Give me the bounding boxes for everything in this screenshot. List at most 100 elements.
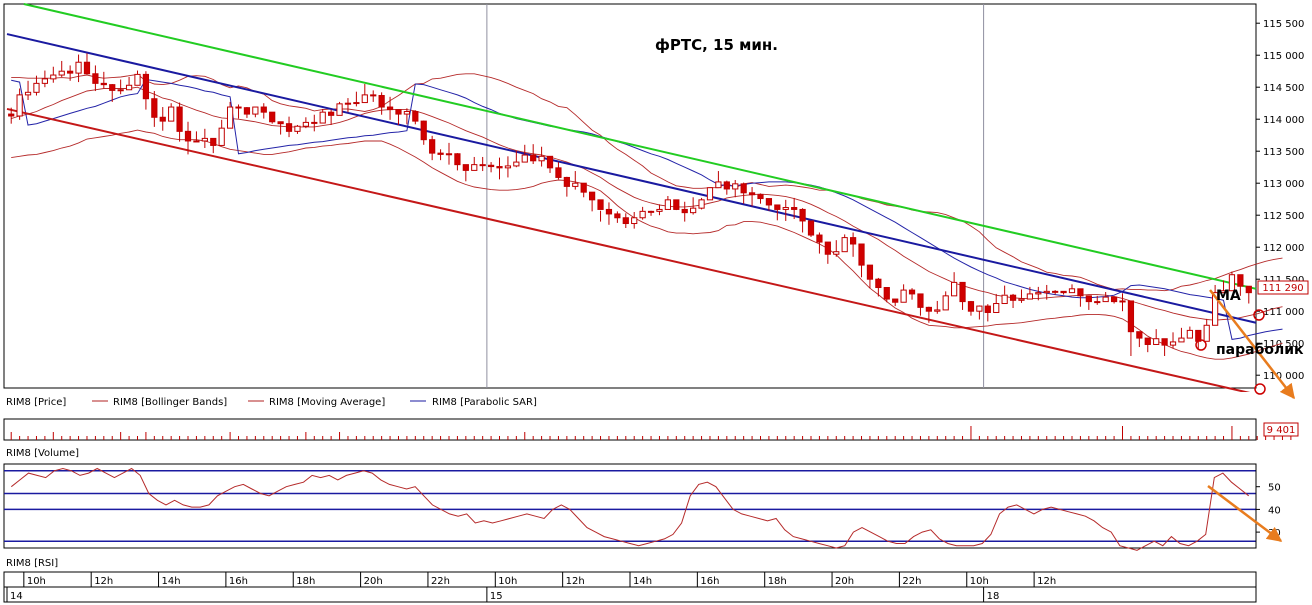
candle-body [1186,329,1193,339]
candle [1178,327,1185,343]
candle-body [1220,290,1227,294]
candle [563,176,570,197]
candle [622,213,629,228]
price-axis: 115 500 115 000 114 500 114 000 113 500 113 0… [1255,4,1304,388]
price-tick-label: 115 500 [1263,19,1304,30]
candle [1245,285,1252,304]
candle-body [555,167,562,178]
candle [471,156,478,171]
candle [791,197,798,220]
candle-body [833,251,840,255]
candle [1068,284,1076,294]
day-label: 15 [490,591,503,602]
candle [395,109,402,125]
rsi-tick-label: 40 [1268,505,1281,516]
candle [1144,337,1151,353]
candle [1203,318,1210,342]
candle-body [589,191,596,201]
candle-body [353,102,360,105]
candle [892,298,899,307]
candle [328,109,335,125]
candle [260,103,267,119]
candle [50,66,57,83]
candle-body [698,199,705,209]
candle-body [75,61,82,74]
candle-body [176,106,183,132]
candle-body [83,61,91,75]
candle [319,108,326,124]
candle-body [1018,298,1025,301]
candle-body [328,111,335,116]
candle-body [496,166,503,169]
candle-body [1169,341,1177,346]
candle [639,206,646,220]
candle [1169,332,1177,349]
candle-body [226,106,234,129]
candle [555,162,562,180]
trend-line-green [23,3,1257,290]
moving-average-line [11,86,1283,321]
candle-body [294,125,301,132]
candle [336,101,343,116]
candle [1077,288,1084,307]
candle [403,108,411,125]
candle [134,70,141,86]
candle-body [403,111,411,115]
candle-body [631,217,638,225]
rsi-tick-label: 50 [1268,483,1281,494]
candle [824,241,831,264]
hour-label: 22h [902,576,921,587]
candle-body [1161,338,1168,346]
candle [1052,290,1059,295]
price-tick-label: 114 500 [1263,83,1304,94]
candle [1102,292,1109,303]
bollinger-lower-band [11,129,1283,360]
candle [597,199,604,222]
hour-label: 14h [633,576,652,587]
candle [900,284,907,303]
candle-body [1085,295,1092,303]
candle-body [740,183,747,194]
candle-body [993,303,1000,313]
candle [41,70,48,88]
candle-body [471,164,478,171]
candle [1153,329,1160,345]
candle [235,104,242,119]
candle-body [41,78,48,84]
price-tick-label: 110 000 [1263,371,1304,382]
candle-body [67,70,74,74]
candle [75,54,82,83]
candle [370,90,377,102]
candle [1119,293,1126,312]
hour-label: 16h [700,576,719,587]
candle [361,84,368,104]
candle-body [959,281,966,303]
candle-body [1110,296,1118,303]
candle [210,137,217,154]
price-tick-label: 113 500 [1263,147,1304,158]
candle [858,243,865,278]
candle-body [1119,300,1126,303]
candle-body [1237,274,1244,287]
candle [572,171,579,190]
candle-body [706,187,714,201]
price-tick-label: 112 500 [1263,211,1304,222]
candle [589,191,596,212]
candle-body [639,210,646,219]
candle [807,220,815,237]
candle [748,187,756,207]
candle-body [690,207,697,214]
candle [1035,286,1042,301]
legend-item-sar: RIM8 [Parabolic SAR] [432,397,537,408]
trend-line-blue [6,33,1257,324]
candle-body [117,89,124,92]
candle-body [1043,290,1050,294]
candle [647,210,655,216]
candle [83,53,91,75]
candle [799,208,806,233]
candle-body [858,243,865,266]
candle [252,106,259,118]
annotations: МА параболик [1195,288,1304,542]
candle-body [715,181,722,189]
